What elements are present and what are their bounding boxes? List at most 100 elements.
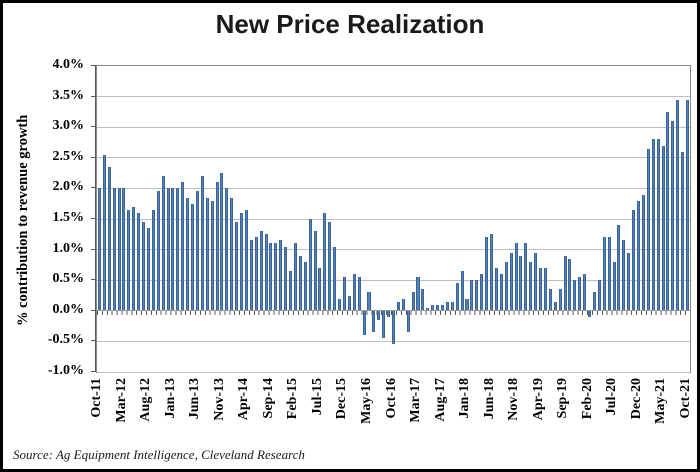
x-tick-label: Nov-13 — [211, 378, 227, 421]
x-tick-label: Jun-18 — [481, 378, 497, 420]
bar — [524, 243, 528, 311]
bar — [656, 139, 660, 311]
bar — [671, 121, 675, 311]
bar — [122, 188, 126, 311]
bar — [416, 277, 420, 311]
bar — [235, 222, 239, 311]
bar — [646, 148, 650, 311]
y-tick-label: 3.0% — [52, 118, 85, 134]
y-tick-label: 2.5% — [52, 148, 85, 164]
y-tick-mark — [91, 95, 96, 97]
bar — [274, 243, 278, 311]
bar — [269, 243, 273, 311]
bar — [543, 267, 547, 311]
bar — [480, 274, 484, 311]
bar — [534, 252, 538, 311]
bar — [676, 99, 680, 311]
bar — [632, 209, 636, 311]
bar — [333, 246, 337, 311]
x-tick-label: Dec-20 — [628, 378, 644, 420]
bar — [548, 289, 552, 311]
bar — [411, 292, 415, 311]
bar — [259, 231, 263, 311]
bar — [627, 252, 631, 311]
bar — [264, 234, 268, 311]
bar — [509, 252, 513, 311]
bar — [205, 197, 209, 311]
bar — [666, 111, 670, 311]
bar — [102, 154, 106, 311]
x-tick-label: Mar-12 — [113, 378, 129, 423]
bar — [323, 212, 327, 311]
x-tick-label: Apr-19 — [530, 378, 546, 421]
bar — [186, 197, 190, 311]
bar — [215, 182, 219, 311]
bar — [445, 301, 449, 311]
bar — [401, 298, 405, 311]
x-tick-label: Jun-13 — [187, 378, 203, 420]
bar — [455, 283, 459, 311]
y-tick-label: 1.0% — [52, 240, 85, 256]
bar — [494, 267, 498, 311]
y-tick-label: 2.0% — [52, 179, 85, 195]
bar — [499, 274, 503, 311]
bar — [313, 231, 317, 311]
bar — [553, 301, 557, 311]
x-tick-label: May-21 — [653, 378, 669, 424]
bar — [597, 280, 601, 311]
bar — [225, 188, 229, 311]
x-tick-label: Aug-17 — [432, 378, 448, 422]
bar — [372, 310, 376, 333]
x-tick-label: Apr-14 — [236, 378, 252, 421]
bar — [465, 298, 469, 311]
bar — [602, 237, 606, 311]
bar — [328, 222, 332, 311]
gridline — [97, 371, 690, 373]
y-tick-label: -1.0% — [47, 363, 84, 378]
x-tick-label: Dec-15 — [334, 378, 350, 420]
bar — [563, 255, 567, 311]
bar — [171, 188, 175, 311]
y-tick-label: 0.5% — [52, 271, 85, 287]
bar — [475, 280, 479, 311]
bar — [342, 277, 346, 311]
bar — [460, 271, 464, 311]
x-tick-label: Jan-18 — [457, 378, 472, 419]
bar — [127, 209, 131, 311]
bar — [181, 182, 185, 311]
bar — [607, 237, 611, 311]
bar — [249, 240, 253, 311]
bar — [195, 191, 199, 311]
x-tick-label: Oct-11 — [89, 378, 105, 418]
bar — [470, 280, 474, 311]
bar — [146, 228, 150, 311]
bar — [352, 274, 356, 311]
y-tick-mark — [91, 309, 96, 311]
bar — [112, 188, 116, 311]
bar — [568, 258, 572, 311]
bar — [338, 298, 342, 311]
y-tick-label: 4.0% — [52, 57, 85, 72]
bar — [137, 212, 141, 311]
x-tick-label: Jul-15 — [309, 378, 325, 416]
bar — [661, 145, 665, 311]
y-tick-mark — [91, 248, 96, 250]
bar — [519, 255, 523, 311]
bar — [558, 289, 562, 311]
bar — [284, 246, 288, 311]
bar — [489, 234, 494, 311]
gridline — [97, 96, 690, 98]
bar — [279, 240, 283, 311]
bar — [303, 261, 307, 311]
x-tick-label: Nov-18 — [506, 378, 522, 421]
bar — [107, 166, 111, 311]
bar — [289, 271, 293, 311]
plot-area — [96, 65, 691, 373]
bar — [97, 188, 101, 311]
bar — [377, 310, 381, 320]
bar — [612, 261, 616, 311]
x-tick-label: Mar-17 — [408, 378, 423, 423]
y-tick-label: 3.5% — [52, 87, 85, 103]
bar — [230, 197, 234, 311]
bar — [298, 255, 302, 311]
